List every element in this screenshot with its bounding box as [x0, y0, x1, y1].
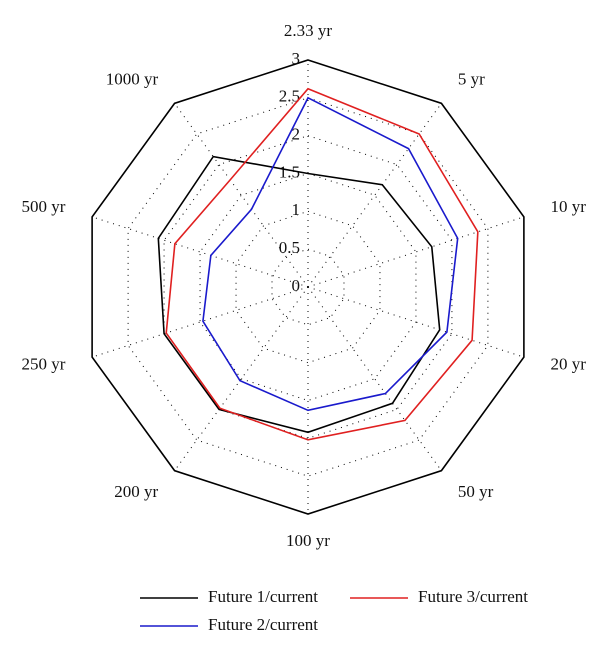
series-line: [202, 96, 459, 412]
category-label: 100 yr: [286, 531, 330, 550]
legend-label: Future 2/current: [208, 615, 318, 634]
spoke: [174, 103, 309, 288]
series-line: [165, 87, 479, 441]
spoke: [91, 286, 309, 358]
category-label: 1000 yr: [106, 70, 159, 89]
spoke: [307, 286, 442, 471]
category-label: 200 yr: [114, 482, 158, 501]
tick-label: 0: [292, 276, 301, 295]
category-label: 250 yr: [22, 355, 66, 374]
category-label: 500 yr: [22, 197, 66, 216]
series-line: [157, 155, 441, 434]
tick-label: 1: [292, 200, 301, 219]
category-label: 2.33 yr: [284, 21, 333, 40]
legend-label: Future 3/current: [418, 587, 528, 606]
category-label: 20 yr: [551, 355, 587, 374]
tick-label: 0.5: [279, 238, 300, 257]
spoke: [91, 216, 309, 288]
tick-label: 2: [292, 125, 301, 144]
category-label: 5 yr: [458, 70, 485, 89]
tick-label: 1.5: [279, 162, 300, 181]
outer-ring: [91, 59, 525, 515]
tick-label: 3: [292, 49, 301, 68]
tick-label: 2.5: [279, 87, 300, 106]
category-label: 50 yr: [458, 482, 494, 501]
legend-label: Future 1/current: [208, 587, 318, 606]
category-label: 10 yr: [551, 197, 587, 216]
